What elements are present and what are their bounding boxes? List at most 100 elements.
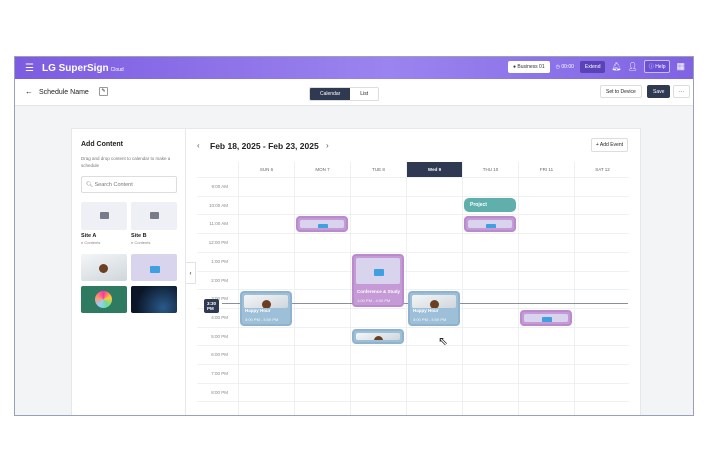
time-label: 2:00 PM <box>211 277 228 283</box>
top-bar: ☰ LG SuperSign Cloud ● Business 01 ◷ 00:0… <box>15 57 693 79</box>
folder-count: n Contents <box>131 240 151 245</box>
time-label: 4:00 PM <box>211 314 228 320</box>
schedule-name: Schedule Name <box>39 89 89 96</box>
date-range: Feb 18, 2025 - Feb 23, 2025 <box>210 141 319 151</box>
calendar-event[interactable] <box>352 328 404 345</box>
tab-calendar[interactable]: Calendar <box>310 88 351 100</box>
column-divider <box>574 162 575 415</box>
brand-suffix: Cloud <box>110 66 124 73</box>
content-thumb-coffee[interactable] <box>81 254 127 281</box>
help-button[interactable]: ⓘ Help <box>643 60 671 73</box>
time-label: 3:00 PM <box>211 296 228 302</box>
content-thumb-flower[interactable] <box>81 286 127 313</box>
time-label: 11:00 AM <box>209 221 228 227</box>
row-divider <box>197 177 629 178</box>
time-label: 7:00 PM <box>211 371 228 376</box>
event-thumbnail <box>356 257 400 284</box>
user-icon[interactable]: 👤︎ <box>627 62 638 71</box>
next-week-button[interactable]: › <box>326 141 329 150</box>
time-label: 12:00 PM <box>208 240 228 246</box>
event-thumbnail <box>412 295 456 308</box>
day-header: SAT 12 <box>574 162 630 177</box>
mouse-cursor-icon: ⇖ <box>438 334 449 348</box>
event-title: Conference & Study <box>357 288 401 294</box>
content-thumb-earth[interactable] <box>131 286 177 313</box>
column-divider <box>238 162 239 415</box>
more-button[interactable]: ··· <box>673 85 690 98</box>
calendar-event[interactable] <box>520 309 572 326</box>
content-thumb-files[interactable] <box>131 254 177 281</box>
day-header: TUE 8 <box>350 162 406 177</box>
folder-site-b[interactable] <box>131 202 177 230</box>
event-thumbnail <box>300 220 344 229</box>
business-selector[interactable]: ● Business 01 <box>507 60 550 73</box>
time-label: 6:00 PM <box>211 352 228 358</box>
apps-grid-icon[interactable]: ▦ <box>676 61 685 71</box>
event-title: Happy Hour <box>245 307 271 313</box>
day-header: THU 10 <box>462 162 518 177</box>
day-header: SUN 6 <box>238 162 294 177</box>
extend-button[interactable]: Extend <box>579 60 606 73</box>
day-header: Wed 9 <box>406 162 462 177</box>
folder-icon <box>100 212 109 219</box>
event-time: 3:00 PM - 5:00 PM <box>245 316 279 322</box>
help-label: Help <box>655 64 666 70</box>
row-divider <box>197 195 629 197</box>
current-time-badge: 3:30 PM <box>204 298 220 313</box>
row-divider <box>197 345 629 347</box>
edit-name-icon[interactable]: ✎ <box>99 87 108 96</box>
row-divider <box>197 382 629 384</box>
timer: ◷ 00:00 <box>555 63 574 70</box>
time-label: 5:00 PM <box>211 333 228 339</box>
brand-name: LG SuperSign <box>41 62 109 74</box>
search-input[interactable]: 🔍︎ Search Content <box>81 176 177 193</box>
folder-name: Site B <box>131 233 147 239</box>
add-event-button[interactable]: + Add Event <box>590 138 628 152</box>
column-divider <box>406 162 407 415</box>
folder-site-a[interactable] <box>81 202 127 230</box>
calendar-event[interactable] <box>464 216 516 233</box>
collapse-sidebar-button[interactable]: ‹ <box>186 262 196 284</box>
event-title: Happy Hour <box>413 307 439 313</box>
event-time: 1:00 PM - 4:00 PM <box>357 297 391 303</box>
set-to-device-button[interactable]: Set to Device <box>600 85 642 98</box>
add-content-sidebar: Add Content Drag and drop content to cal… <box>72 129 186 415</box>
day-header: MON 7 <box>294 162 350 177</box>
folder-name: Site A <box>81 233 97 239</box>
sidebar-hint: Drag and drop content to calendar to mak… <box>81 156 171 168</box>
time-label: 10:00 AM <box>208 202 228 208</box>
column-divider <box>462 162 463 415</box>
calendar-event[interactable] <box>296 216 348 233</box>
sidebar-title: Add Content <box>81 141 123 148</box>
day-header: FRI 11 <box>518 162 574 177</box>
row-divider <box>197 326 629 328</box>
folder-icon <box>150 212 159 219</box>
calendar-event[interactable]: Happy Hour 3:00 PM - 5:00 PM <box>240 291 292 326</box>
back-arrow-icon[interactable]: ← <box>25 87 33 96</box>
column-divider <box>350 162 351 415</box>
timer-value: 00:00 <box>561 63 574 70</box>
tab-list[interactable]: List <box>360 91 369 97</box>
row-divider <box>197 270 629 272</box>
bell-icon[interactable]: 🔔︎ <box>611 62 622 71</box>
folder-count: n Contents <box>81 240 101 245</box>
menu-icon[interactable]: ☰ <box>25 62 34 74</box>
save-button[interactable]: Save <box>647 85 671 98</box>
column-divider <box>294 162 295 415</box>
row-divider <box>197 401 629 403</box>
business-label: Business 01 <box>517 63 545 70</box>
event-thumbnail <box>468 220 512 229</box>
event-project[interactable]: Project <box>464 197 516 212</box>
app-window: ☰ LG SuperSign Cloud ● Business 01 ◷ 00:0… <box>14 56 694 416</box>
search-placeholder: Search Content <box>94 182 133 188</box>
time-label: 1:00 PM <box>211 258 228 264</box>
event-thumbnail <box>356 332 400 341</box>
brand-logo: LG SuperSign Cloud <box>42 63 124 74</box>
row-divider <box>197 233 629 235</box>
view-toggle: Calendar List <box>309 87 380 101</box>
calendar-event[interactable]: Happy Hour 3:00 PM - 5:00 PM <box>408 291 460 326</box>
calendar-event[interactable]: Conference & Study 1:00 PM - 4:00 PM <box>352 253 404 307</box>
prev-week-button[interactable]: ‹ <box>197 141 200 150</box>
row-divider <box>197 289 629 291</box>
row-divider <box>197 214 629 216</box>
